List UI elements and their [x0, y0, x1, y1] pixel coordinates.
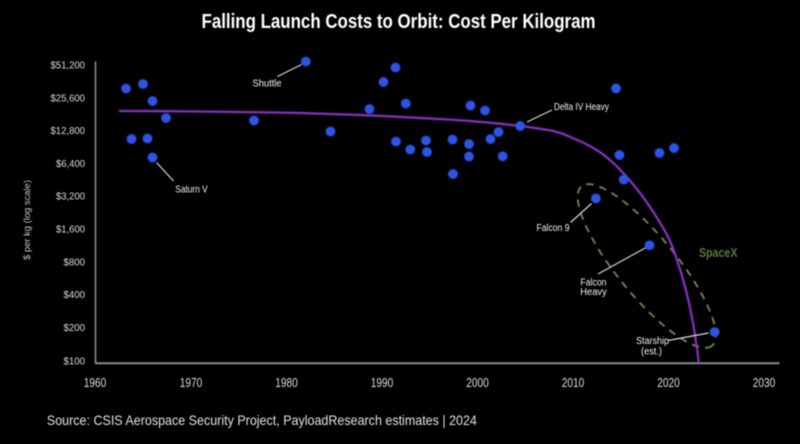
svg-text:1970: 1970: [180, 376, 203, 390]
svg-text:Falcon 9: Falcon 9: [537, 223, 570, 234]
svg-text:$400: $400: [64, 290, 86, 301]
svg-text:$ per kg (log scale): $ per kg (log scale): [22, 180, 33, 260]
svg-text:$51,200: $51,200: [51, 60, 86, 71]
svg-text:$100: $100: [64, 356, 86, 367]
svg-text:2010: 2010: [562, 376, 585, 390]
svg-text:Delta IV Heavy: Delta IV Heavy: [554, 102, 609, 113]
svg-text:$6,400: $6,400: [56, 159, 85, 170]
svg-text:1990: 1990: [371, 376, 394, 390]
svg-text:Saturn V: Saturn V: [175, 185, 208, 196]
svg-text:2020: 2020: [657, 376, 680, 390]
svg-text:SpaceX: SpaceX: [699, 246, 738, 260]
svg-text:Heavy: Heavy: [580, 287, 607, 298]
svg-text:Falcon: Falcon: [581, 278, 607, 289]
svg-text:Source: CSIS Aerospace Securit: Source: CSIS Aerospace Security Project,…: [47, 412, 477, 428]
svg-text:$3,200: $3,200: [56, 191, 85, 202]
svg-text:2000: 2000: [466, 376, 489, 390]
svg-text:1960: 1960: [84, 376, 107, 390]
svg-text:$12,800: $12,800: [51, 126, 86, 137]
svg-text:$25,600: $25,600: [51, 94, 86, 105]
svg-text:2030: 2030: [753, 376, 776, 390]
svg-text:Starship: Starship: [636, 336, 669, 347]
svg-text:1980: 1980: [275, 376, 298, 390]
svg-text:Shuttle: Shuttle: [253, 79, 282, 90]
svg-text:Falling Launch Costs to Orbit:: Falling Launch Costs to Orbit: Cost Per …: [202, 10, 596, 33]
svg-text:$200: $200: [64, 323, 86, 334]
svg-text:$800: $800: [64, 258, 86, 269]
svg-text:$1,600: $1,600: [56, 225, 85, 236]
svg-text:(est.): (est.): [641, 347, 662, 358]
